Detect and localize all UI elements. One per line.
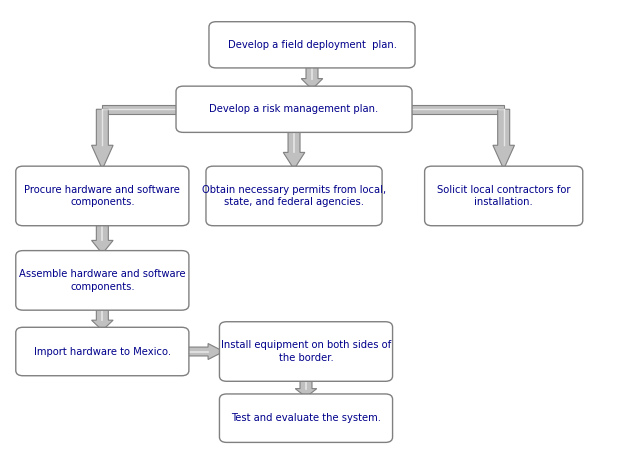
Text: Obtain necessary permits from local,
state, and federal agencies.: Obtain necessary permits from local, sta… xyxy=(202,185,386,207)
FancyBboxPatch shape xyxy=(206,166,382,226)
FancyArrow shape xyxy=(295,376,317,397)
FancyArrow shape xyxy=(301,63,323,89)
Text: Install equipment on both sides of
the border.: Install equipment on both sides of the b… xyxy=(221,340,391,363)
FancyBboxPatch shape xyxy=(16,327,189,376)
FancyArrow shape xyxy=(493,109,514,169)
FancyBboxPatch shape xyxy=(424,166,583,226)
Text: Assemble hardware and software
components.: Assemble hardware and software component… xyxy=(19,269,186,292)
FancyBboxPatch shape xyxy=(209,22,415,68)
FancyArrow shape xyxy=(185,344,223,359)
FancyBboxPatch shape xyxy=(220,394,392,443)
Text: Develop a risk management plan.: Develop a risk management plan. xyxy=(210,104,379,114)
Text: Procure hardware and software
components.: Procure hardware and software components… xyxy=(24,185,180,207)
FancyBboxPatch shape xyxy=(16,166,189,226)
FancyArrow shape xyxy=(92,109,113,169)
Text: Develop a field deployment  plan.: Develop a field deployment plan. xyxy=(228,40,396,50)
FancyArrow shape xyxy=(92,220,113,254)
FancyArrow shape xyxy=(92,305,113,331)
FancyBboxPatch shape xyxy=(220,322,392,382)
FancyBboxPatch shape xyxy=(16,250,189,310)
Text: Solicit local contractors for
installation.: Solicit local contractors for installati… xyxy=(437,185,570,207)
Bar xyxy=(405,105,504,114)
Bar xyxy=(102,105,183,114)
Text: Import hardware to Mexico.: Import hardware to Mexico. xyxy=(34,346,171,357)
FancyArrow shape xyxy=(283,127,305,169)
Text: Test and evaluate the system.: Test and evaluate the system. xyxy=(231,413,381,423)
FancyBboxPatch shape xyxy=(176,86,412,132)
